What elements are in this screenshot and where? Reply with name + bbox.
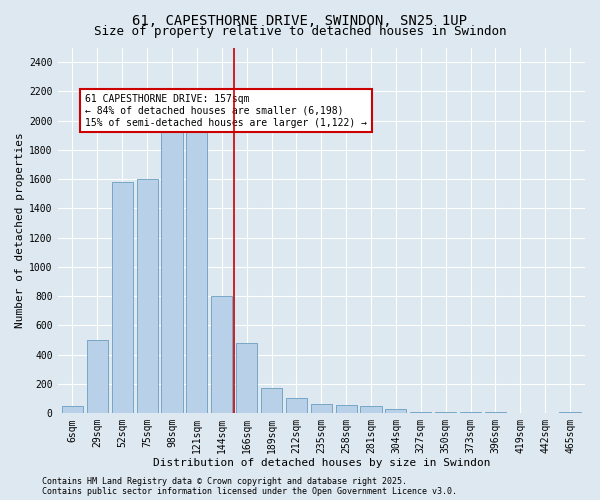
Bar xyxy=(211,296,232,413)
Bar xyxy=(335,405,357,413)
Bar xyxy=(236,343,257,413)
Bar xyxy=(559,412,581,413)
Bar xyxy=(62,406,83,413)
Y-axis label: Number of detached properties: Number of detached properties xyxy=(15,132,25,328)
Text: 61 CAPESTHORNE DRIVE: 157sqm
← 84% of detached houses are smaller (6,198)
15% of: 61 CAPESTHORNE DRIVE: 157sqm ← 84% of de… xyxy=(85,94,367,128)
Text: 61, CAPESTHORNE DRIVE, SWINDON, SN25 1UP: 61, CAPESTHORNE DRIVE, SWINDON, SN25 1UP xyxy=(133,14,467,28)
Bar xyxy=(460,412,481,413)
Bar xyxy=(161,128,182,413)
Bar xyxy=(410,412,431,413)
Bar xyxy=(485,412,506,413)
Bar xyxy=(112,182,133,413)
Bar xyxy=(186,126,208,413)
Bar xyxy=(286,398,307,413)
Bar xyxy=(435,412,456,413)
Bar xyxy=(385,409,406,413)
Text: Contains HM Land Registry data © Crown copyright and database right 2025.
Contai: Contains HM Land Registry data © Crown c… xyxy=(42,476,457,496)
Bar xyxy=(261,388,282,413)
Bar xyxy=(361,406,382,413)
X-axis label: Distribution of detached houses by size in Swindon: Distribution of detached houses by size … xyxy=(152,458,490,468)
Text: Size of property relative to detached houses in Swindon: Size of property relative to detached ho… xyxy=(94,25,506,38)
Bar xyxy=(87,340,108,413)
Bar xyxy=(311,404,332,413)
Bar xyxy=(137,179,158,413)
